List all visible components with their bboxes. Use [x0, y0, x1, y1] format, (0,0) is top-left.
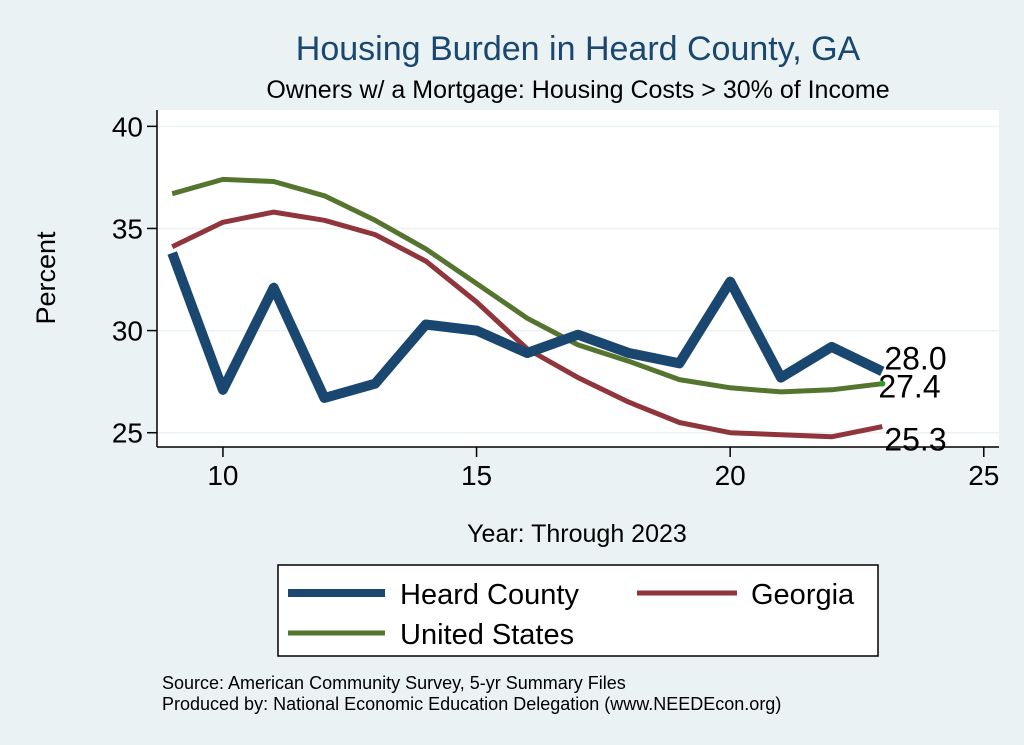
x-tick-label-15: 15 [461, 460, 492, 491]
end-labels: 28.0 25.3 27.4 [878, 340, 946, 457]
x-tick-label-20: 20 [715, 460, 746, 491]
legend-label-georgia: Georgia [751, 579, 855, 611]
series-line-heard-county [167, 251, 885, 403]
plot-area [157, 110, 999, 447]
end-label-united-states: 27.4 [878, 369, 940, 405]
chart-title: Housing Burden in Heard County, GA [296, 30, 861, 68]
y-tick-label-25: 25 [112, 418, 143, 449]
y-tick-label-40: 40 [112, 111, 143, 142]
legend-label-united-states: United States [400, 619, 574, 651]
producer-note: Produced by: National Economic Education… [162, 694, 781, 714]
axes: 25 30 35 40 10 15 20 25 [112, 110, 999, 491]
y-tick-label-35: 35 [112, 213, 143, 244]
source-note: Source: American Community Survey, 5-yr … [162, 673, 626, 693]
end-label-georgia: 25.3 [884, 422, 946, 458]
legend-label-heard-county: Heard County [400, 579, 579, 611]
y-axis-title: Percent [31, 231, 61, 325]
y-tick-label-30: 30 [112, 316, 143, 347]
x-axis-title: Year: Through 2023 [467, 520, 687, 548]
x-tick-label-25: 25 [968, 460, 999, 491]
legend-box [277, 564, 879, 657]
series-lines [167, 176, 886, 440]
legend: Heard County Georgia United States [277, 564, 879, 657]
end-label-heard-county: 28.0 [884, 340, 946, 376]
us-end-marker [879, 380, 886, 387]
chart-subtitle: Owners w/ a Mortgage: Housing Costs > 30… [266, 76, 889, 104]
x-tick-label-10: 10 [207, 460, 238, 491]
series-line-united-states [171, 176, 883, 395]
